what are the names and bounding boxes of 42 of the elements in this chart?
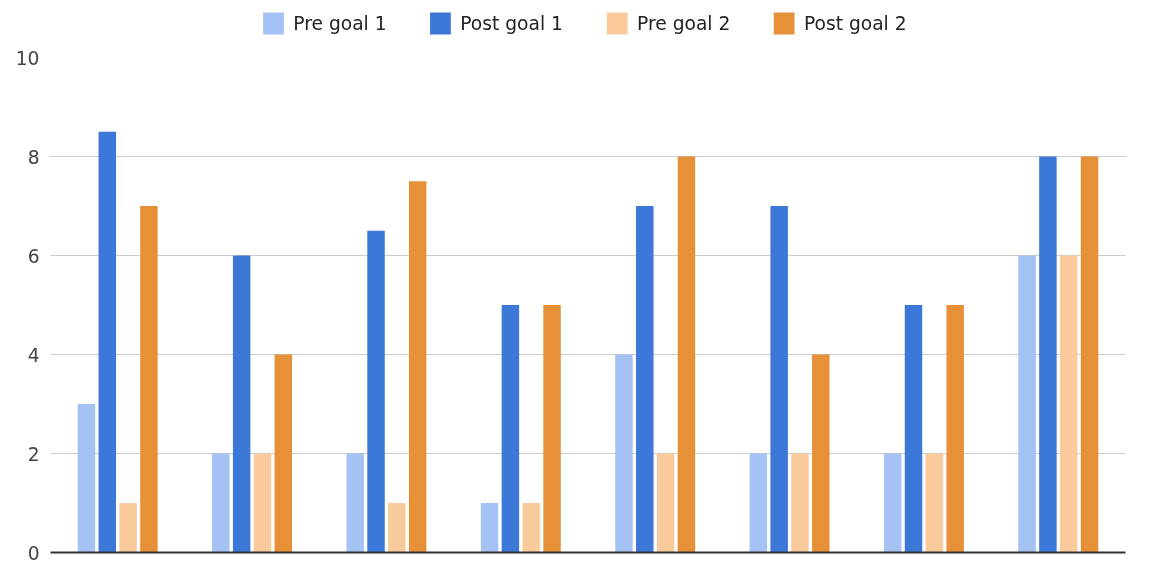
y-tick-label: 8 <box>27 146 40 168</box>
legend-label: Pre goal 1 <box>293 13 387 34</box>
bar <box>904 305 923 553</box>
y-tick-label: 2 <box>27 443 40 465</box>
bar <box>770 206 788 553</box>
bar <box>615 354 633 553</box>
bar <box>212 453 230 553</box>
bar <box>367 230 385 553</box>
y-tick-label: 10 <box>15 47 40 69</box>
bar <box>1018 255 1036 553</box>
bar <box>1059 255 1078 553</box>
bar <box>925 453 944 553</box>
y-tick-label: 0 <box>27 542 40 564</box>
bar <box>1080 156 1099 553</box>
bar <box>232 255 251 553</box>
bar <box>791 453 809 553</box>
bar <box>543 305 561 553</box>
bar <box>1039 156 1057 553</box>
y-tick-label: 4 <box>27 344 40 366</box>
bar <box>408 181 427 553</box>
bar <box>636 206 654 553</box>
bar <box>656 453 675 553</box>
bar <box>480 503 499 553</box>
bar <box>812 354 830 553</box>
bar <box>140 206 158 553</box>
bar <box>388 503 406 553</box>
bar <box>946 305 964 553</box>
bar <box>119 503 137 553</box>
bar <box>274 354 293 553</box>
bar <box>749 453 768 553</box>
bar <box>98 131 117 553</box>
legend-label: Pre goal 2 <box>637 13 731 34</box>
bar <box>522 503 540 553</box>
bar <box>253 453 272 553</box>
bar <box>77 404 96 553</box>
legend-label: Post goal 1 <box>460 13 563 34</box>
y-tick-label: 6 <box>27 245 40 267</box>
bar <box>501 305 520 553</box>
legend-label: Post goal 2 <box>803 13 907 34</box>
bar <box>346 453 364 553</box>
bar <box>883 453 902 553</box>
bar <box>677 156 696 553</box>
